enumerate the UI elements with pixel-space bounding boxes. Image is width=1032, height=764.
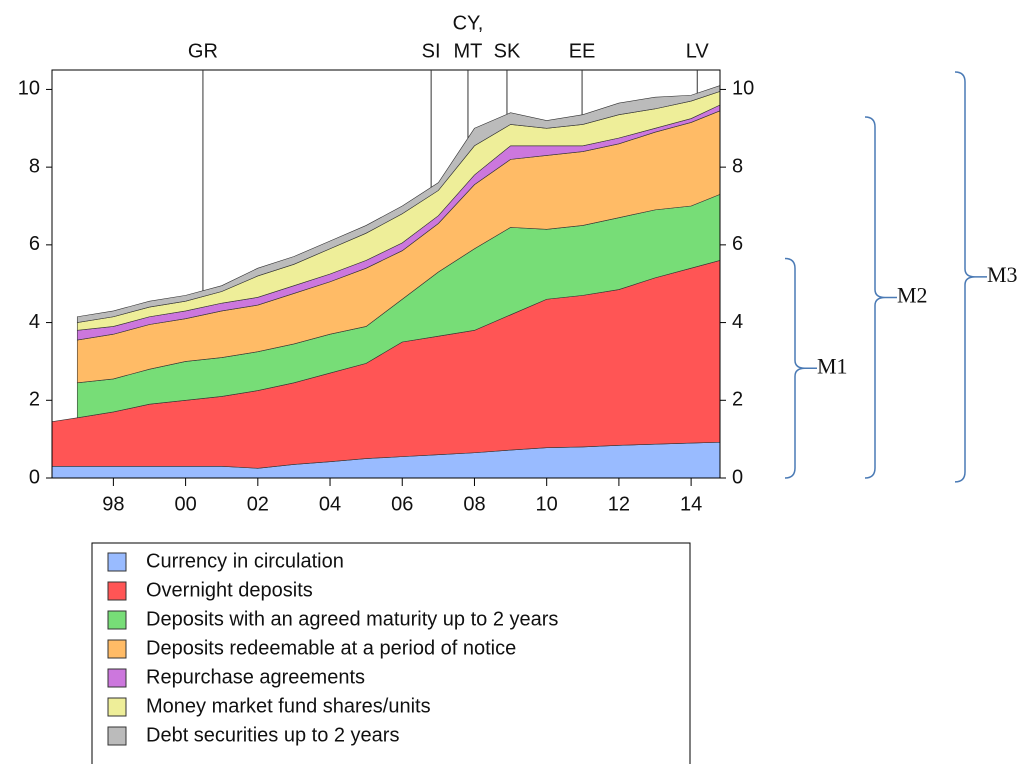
event-label: LV [686, 40, 710, 62]
bracket [784, 257, 817, 479]
event-label: MT [454, 40, 483, 62]
legend-label: Repurchase agreements [146, 666, 365, 688]
legend-swatch [107, 726, 127, 746]
bracket-label: M2 [897, 283, 928, 308]
y2-tick-label: 6 [732, 233, 743, 255]
legend-label: Debt securities up to 2 years [146, 724, 399, 746]
legend-swatch [107, 639, 127, 659]
legend-swatch [107, 610, 127, 630]
legend-label: Overnight deposits [146, 579, 313, 601]
x-tick-label: 08 [463, 493, 485, 515]
y-tick-label: 2 [29, 389, 40, 411]
x-tick-label: 04 [319, 493, 341, 515]
legend-label: Deposits redeemable at a period of notic… [146, 637, 516, 659]
x-tick-label: 98 [102, 493, 124, 515]
y-tick-label: 8 [29, 155, 40, 177]
y2-tick-label: 10 [732, 78, 754, 100]
y2-tick-label: 4 [732, 311, 743, 333]
x-tick-label: 14 [680, 493, 702, 515]
legend-label: Currency in circulation [146, 550, 344, 572]
event-label: SI [422, 40, 441, 62]
legend-swatch [107, 668, 127, 688]
plot-frame [51, 69, 721, 479]
x-tick-label: 10 [536, 493, 558, 515]
event-label: CY, [453, 12, 484, 34]
event-label: SK [494, 40, 521, 62]
legend-swatch [107, 581, 127, 601]
y2-tick-label: 0 [732, 466, 743, 488]
y2-tick-label: 8 [732, 155, 743, 177]
bracket [954, 71, 987, 483]
bracket [864, 116, 897, 479]
y-tick-label: 6 [29, 233, 40, 255]
event-label: EE [569, 40, 596, 62]
x-tick-label: 00 [174, 493, 196, 515]
event-label: GR [188, 40, 218, 62]
legend-swatch [107, 697, 127, 717]
y-tick-label: 4 [29, 311, 40, 333]
legend-label: Money market fund shares/units [146, 695, 431, 717]
legend-box [91, 542, 691, 764]
legend-swatch [107, 552, 127, 572]
bracket-label: M1 [817, 353, 848, 378]
x-tick-label: 02 [247, 493, 269, 515]
y2-tick-label: 2 [732, 389, 743, 411]
bracket-label: M3 [987, 262, 1018, 287]
legend-label: Deposits with an agreed maturity up to 2… [146, 608, 558, 630]
x-tick-label: 06 [391, 493, 413, 515]
y-tick-label: 10 [18, 78, 40, 100]
x-tick-label: 12 [608, 493, 630, 515]
y-tick-label: 0 [29, 466, 40, 488]
